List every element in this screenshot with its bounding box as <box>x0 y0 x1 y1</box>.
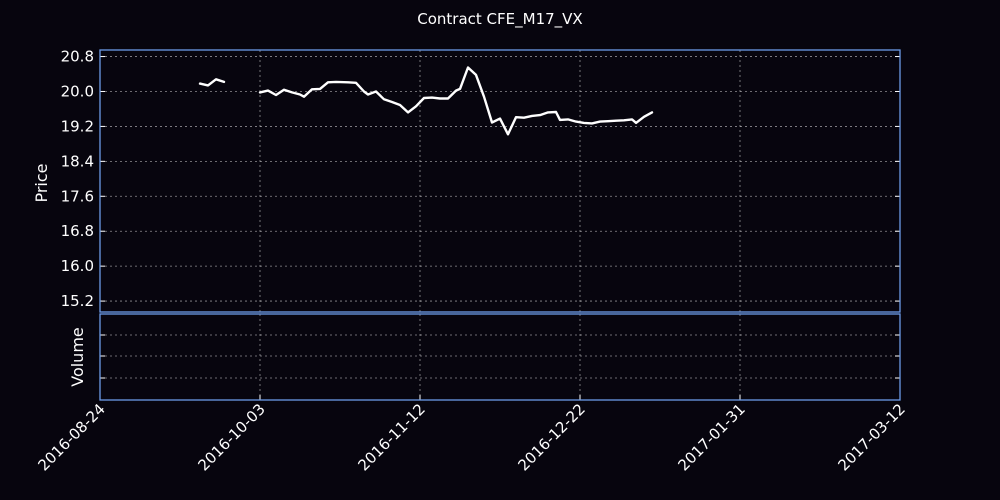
price-tick-label: 18.4 <box>61 152 94 170</box>
price-tick-label: 20.8 <box>61 48 94 66</box>
price-tick-label: 19.2 <box>61 117 94 135</box>
price-tick-label: 17.6 <box>61 187 94 205</box>
price-tick-label: 15.2 <box>61 292 94 310</box>
price-grid <box>100 50 900 312</box>
price-y-ticks: 20.8 20.0 19.2 18.4 17.6 16.8 16.0 15.2 <box>61 48 900 310</box>
volume-grid <box>100 314 900 400</box>
x-tick-label: 2016-12-22 <box>514 400 588 474</box>
volume-panel-frame <box>99 313 901 401</box>
price-series <box>198 66 654 136</box>
price-line <box>258 66 654 136</box>
x-tick-label: 2016-08-24 <box>34 400 108 474</box>
price-tick-label: 16.0 <box>61 257 94 275</box>
x-tick-label: 2017-01-31 <box>674 400 748 474</box>
volume-axis-label: Volume <box>68 327 87 387</box>
x-axis-ticks: 2016-08-24 2016-10-03 2016-11-12 2016-12-22… <box>34 395 909 474</box>
chart-title: Contract CFE_M17_VX <box>417 10 582 29</box>
price-tick-label: 20.0 <box>61 82 94 100</box>
price-line <box>198 78 226 87</box>
x-tick-label: 2016-10-03 <box>194 400 268 474</box>
price-axis-label: Price <box>32 163 51 202</box>
price-tick-label: 16.8 <box>61 222 94 240</box>
price-panel-frame <box>99 49 901 313</box>
x-tick-label: 2016-11-12 <box>354 400 428 474</box>
x-tick-label: 2017-03-12 <box>834 400 908 474</box>
